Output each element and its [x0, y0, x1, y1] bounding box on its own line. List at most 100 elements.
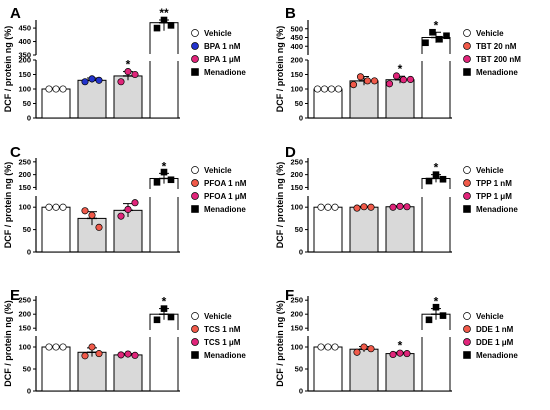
legend-marker: [191, 166, 199, 174]
y-axis-label: DCF / protein ng (%): [3, 162, 13, 249]
significance-mark: *: [162, 295, 167, 309]
bar: [313, 206, 343, 253]
data-point: [396, 349, 404, 357]
bar: [421, 59, 451, 119]
panel-letter: B: [285, 5, 296, 22]
data-point: [131, 70, 139, 79]
y-tick-label: 150: [18, 70, 31, 79]
y-tick-label: 400: [18, 37, 31, 46]
data-point: [313, 85, 322, 93]
y-tick-label: 150: [290, 183, 303, 192]
legend-marker: [191, 338, 199, 346]
y-tick-label: 450: [18, 24, 31, 33]
data-point: [425, 177, 433, 185]
y-tick-label: 200: [290, 170, 303, 179]
data-point: [356, 73, 365, 81]
y-tick-label: 0: [27, 248, 31, 257]
data-point: [331, 343, 339, 351]
data-point: [324, 203, 332, 211]
data-point: [95, 76, 103, 84]
legend-label: TPP 1 nM: [476, 179, 512, 188]
data-point: [117, 212, 125, 220]
legend-marker: [191, 192, 199, 200]
legend-marker: [463, 179, 471, 187]
legend-marker: [463, 205, 471, 213]
panel-letter: D: [285, 144, 296, 161]
y-tick-label: 400: [290, 42, 303, 51]
bar: [113, 354, 143, 392]
legend-marker: [191, 351, 199, 359]
data-point: [59, 203, 67, 211]
legend-label: DDE 1 nM: [476, 325, 514, 334]
y-tick-label: 100: [290, 203, 303, 212]
y-axis-label: DCF / protein ng (%): [3, 26, 13, 113]
data-point: [131, 351, 139, 359]
data-point: [124, 350, 132, 358]
legend-label: DDE 1 μM: [476, 338, 514, 347]
panel-letter: C: [10, 144, 21, 161]
y-tick-label: 450: [290, 33, 303, 42]
legend-label: Menadione: [476, 205, 518, 214]
y-tick-label: 0: [299, 387, 303, 396]
significance-mark: *: [398, 338, 403, 352]
data-point: [360, 203, 368, 211]
legend-marker: [463, 55, 471, 63]
legend-marker: [191, 55, 199, 63]
bar: [77, 79, 107, 119]
data-point: [439, 312, 447, 319]
data-point: [45, 203, 53, 211]
data-point: [88, 211, 96, 219]
bar: [149, 195, 179, 253]
y-tick-label: 250: [18, 157, 31, 166]
data-point: [317, 343, 325, 351]
bar: [421, 335, 451, 392]
bar: [41, 346, 71, 392]
y-tick-label: 200: [290, 56, 303, 65]
y-tick-label: 50: [295, 225, 303, 234]
data-point: [327, 85, 336, 93]
data-point: [363, 77, 372, 85]
data-point: [360, 343, 368, 351]
data-point: [436, 35, 443, 43]
data-point: [367, 345, 375, 353]
y-tick-label: 250: [290, 296, 303, 305]
y-axis-label: DCF / protein ng (%): [275, 26, 285, 113]
data-point: [353, 348, 361, 356]
data-point: [131, 199, 139, 207]
y-tick-label: 50: [295, 365, 303, 374]
y-tick-label: 200: [18, 310, 31, 319]
y-tick-label: 150: [290, 70, 303, 79]
legend-label: Vehicle: [476, 29, 504, 38]
y-tick-label: 250: [18, 296, 31, 305]
data-point: [167, 22, 175, 29]
data-point: [432, 303, 440, 311]
y-tick-label: 150: [290, 324, 303, 333]
legend-marker: [463, 325, 471, 333]
legend-label: Menadione: [204, 68, 246, 77]
y-tick-label: 0: [27, 387, 31, 396]
legend-label: TCS 1 nM: [204, 325, 241, 334]
bar: [149, 59, 179, 119]
y-tick-label: 200: [18, 170, 31, 179]
data-point: [422, 39, 429, 47]
data-point: [317, 203, 325, 211]
legend-marker: [191, 29, 199, 37]
data-point: [439, 175, 447, 183]
legend-label: Vehicle: [204, 312, 232, 321]
data-point: [443, 32, 450, 40]
legend-marker: [463, 351, 471, 359]
data-point: [160, 16, 168, 24]
data-point: [385, 80, 394, 88]
y-tick-label: 100: [18, 343, 31, 352]
legend-marker: [191, 68, 199, 76]
legend-label: Menadione: [204, 351, 246, 360]
data-point: [331, 203, 339, 211]
y-tick-label: 100: [290, 85, 303, 94]
legend-label: Menadione: [204, 205, 246, 214]
legend-marker: [463, 192, 471, 200]
data-point: [81, 207, 89, 215]
significance-mark: *: [434, 295, 439, 309]
